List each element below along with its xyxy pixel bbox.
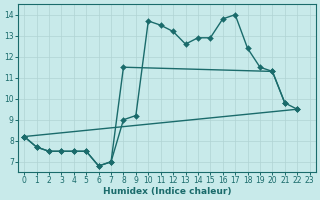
- X-axis label: Humidex (Indice chaleur): Humidex (Indice chaleur): [103, 187, 231, 196]
